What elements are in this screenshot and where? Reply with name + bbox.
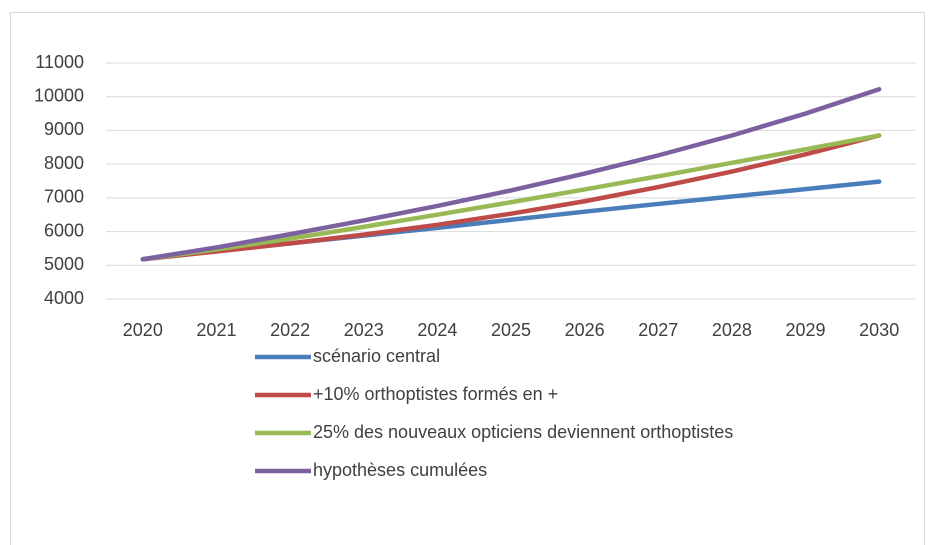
y-tick-label: 10000 bbox=[34, 85, 84, 105]
y-tick-label: 5000 bbox=[44, 254, 84, 274]
y-tick-label: 7000 bbox=[44, 187, 84, 207]
legend-label: scénario central bbox=[313, 346, 440, 366]
y-tick-label: 4000 bbox=[44, 288, 84, 308]
x-tick-label: 2020 bbox=[123, 320, 163, 340]
x-tick-label: 2025 bbox=[491, 320, 531, 340]
x-tick-label: 2029 bbox=[786, 320, 826, 340]
y-tick-label: 9000 bbox=[44, 119, 84, 139]
x-tick-label: 2028 bbox=[712, 320, 752, 340]
x-tick-label: 2026 bbox=[565, 320, 605, 340]
series-line bbox=[140, 87, 882, 262]
legend-label: 25% des nouveaux opticiens deviennent or… bbox=[313, 422, 733, 442]
y-tick-label: 11000 bbox=[35, 52, 84, 72]
series-line bbox=[140, 133, 882, 262]
series-line bbox=[140, 133, 882, 262]
x-tick-label: 2030 bbox=[859, 320, 899, 340]
x-tick-label: 2023 bbox=[344, 320, 384, 340]
y-tick-label: 8000 bbox=[44, 153, 84, 173]
x-tick-label: 2024 bbox=[417, 320, 457, 340]
x-tick-label: 2021 bbox=[196, 320, 236, 340]
x-tick-label: 2027 bbox=[638, 320, 678, 340]
legend-label: +10% orthoptistes formés en + bbox=[313, 384, 558, 404]
legend-label: hypothèses cumulées bbox=[313, 460, 487, 480]
y-tick-label: 6000 bbox=[44, 220, 84, 240]
x-tick-label: 2022 bbox=[270, 320, 310, 340]
chart-border bbox=[10, 12, 925, 545]
